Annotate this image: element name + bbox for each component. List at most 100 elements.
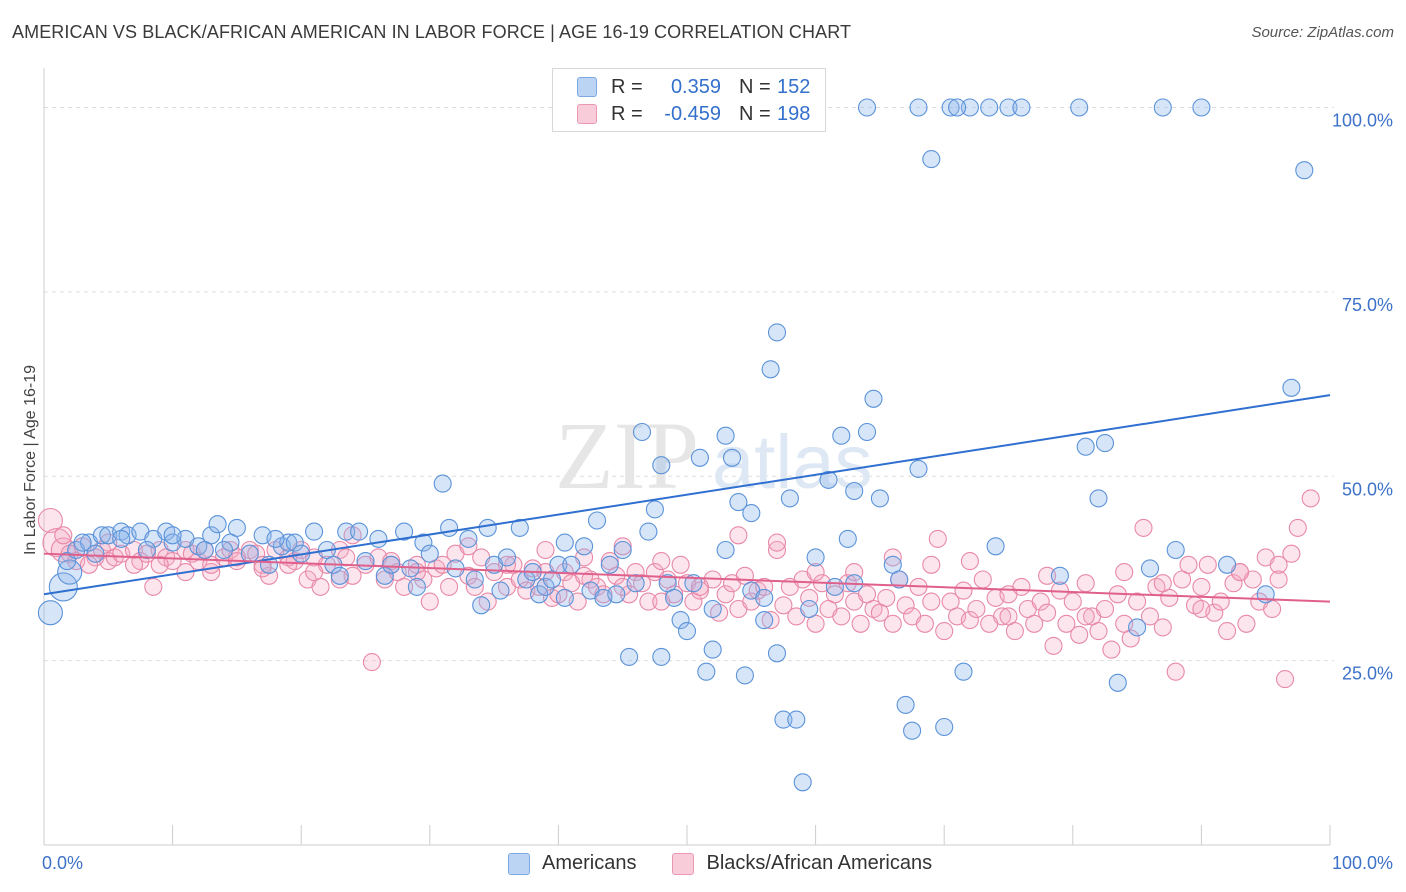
data-point bbox=[928, 529, 947, 548]
data-point bbox=[729, 526, 748, 545]
data-point bbox=[607, 585, 626, 604]
data-point bbox=[761, 611, 780, 630]
data-point bbox=[305, 563, 324, 582]
data-point bbox=[755, 588, 774, 607]
data-point bbox=[780, 489, 799, 508]
data-point bbox=[1153, 618, 1172, 637]
source-label: Source: ZipAtlas.com bbox=[1251, 24, 1394, 41]
data-point bbox=[787, 710, 806, 729]
data-point bbox=[1038, 603, 1057, 622]
y-tick-label: 25.0% bbox=[1342, 664, 1393, 684]
data-point bbox=[857, 422, 877, 442]
data-point bbox=[986, 537, 1005, 556]
data-point bbox=[645, 500, 664, 519]
data-point bbox=[1153, 98, 1172, 117]
data-point bbox=[510, 518, 529, 537]
legend-n-label: N = bbox=[739, 102, 771, 125]
data-point bbox=[1288, 518, 1307, 537]
data-point bbox=[42, 528, 72, 558]
data-point bbox=[555, 533, 574, 552]
data-point bbox=[832, 426, 851, 445]
data-point bbox=[530, 585, 549, 604]
data-point bbox=[890, 570, 909, 589]
data-point bbox=[767, 533, 787, 552]
data-point bbox=[414, 533, 433, 552]
data-point bbox=[1070, 98, 1089, 117]
data-point bbox=[993, 607, 1012, 626]
data-point bbox=[870, 489, 889, 508]
data-point bbox=[575, 537, 594, 556]
data-point bbox=[825, 585, 844, 604]
data-point bbox=[632, 574, 652, 593]
data-point bbox=[356, 552, 375, 571]
data-point bbox=[652, 647, 671, 666]
data-point bbox=[1063, 592, 1082, 611]
data-point bbox=[954, 581, 973, 600]
data-point bbox=[896, 596, 915, 615]
data-point bbox=[1192, 98, 1211, 117]
data-point bbox=[665, 588, 684, 607]
data-point bbox=[960, 611, 979, 630]
x-tick-label-min: 0.0% bbox=[42, 853, 83, 873]
chart-title: AMERICAN VS BLACK/AFRICAN AMERICAN IN LA… bbox=[12, 22, 852, 42]
data-point bbox=[690, 448, 709, 467]
data-point bbox=[1140, 607, 1160, 626]
data-point bbox=[1198, 555, 1217, 574]
legend-item-americans[interactable]: Americans bbox=[508, 852, 636, 875]
legend-swatch-americans bbox=[508, 852, 530, 875]
data-point bbox=[806, 548, 825, 567]
data-point bbox=[896, 695, 915, 714]
data-point bbox=[465, 570, 484, 589]
data-point bbox=[825, 577, 844, 596]
series-americans-points bbox=[37, 98, 1314, 792]
data-point bbox=[909, 459, 928, 478]
data-point bbox=[793, 773, 812, 792]
data-point bbox=[92, 526, 111, 545]
data-point bbox=[935, 717, 954, 737]
data-point bbox=[497, 555, 517, 574]
data-point bbox=[144, 577, 163, 596]
y-tick-label: 100.0% bbox=[1332, 111, 1393, 131]
data-point bbox=[903, 721, 922, 740]
data-point bbox=[1089, 489, 1108, 508]
data-point bbox=[240, 544, 259, 563]
y-tick-label: 50.0% bbox=[1342, 479, 1393, 499]
data-point bbox=[1076, 574, 1095, 593]
data-point bbox=[999, 607, 1018, 626]
data-point bbox=[337, 522, 356, 541]
data-point bbox=[716, 540, 735, 560]
watermark-zip: ZIP bbox=[555, 402, 699, 509]
data-point bbox=[1269, 555, 1288, 574]
data-point bbox=[716, 585, 735, 604]
data-point bbox=[382, 555, 401, 574]
data-point bbox=[671, 611, 690, 630]
legend-n-value: 198 bbox=[777, 102, 811, 125]
data-point bbox=[350, 522, 369, 541]
data-point bbox=[1128, 618, 1147, 637]
data-point bbox=[124, 555, 144, 574]
data-point bbox=[838, 529, 857, 548]
data-point bbox=[671, 555, 690, 574]
data-point bbox=[1044, 636, 1063, 655]
data-point bbox=[800, 599, 819, 619]
y-tick-label: 75.0% bbox=[1342, 295, 1393, 315]
data-point bbox=[1070, 625, 1089, 644]
data-point bbox=[742, 504, 761, 523]
legend-item-blacks[interactable]: Blacks/African Americans bbox=[672, 852, 932, 875]
data-point bbox=[1192, 577, 1211, 596]
data-point bbox=[1218, 555, 1237, 574]
axis-labels: 25.0% 50.0% 75.0% 100.0% 0.0% 100.0% In Labor … bbox=[22, 111, 1393, 874]
data-point bbox=[697, 662, 716, 681]
y-axis-title: In Labor Force | Age 16-19 bbox=[22, 365, 39, 555]
data-point bbox=[330, 566, 349, 585]
data-point bbox=[1224, 574, 1243, 593]
data-point bbox=[652, 552, 671, 571]
series-legend: Americans Blacks/African Americans bbox=[508, 852, 968, 875]
data-point bbox=[620, 585, 639, 604]
series-blacks-points bbox=[37, 489, 1320, 689]
data-point bbox=[1166, 662, 1185, 681]
data-point bbox=[967, 599, 986, 619]
data-point bbox=[1050, 566, 1069, 585]
data-point bbox=[819, 470, 838, 489]
data-point bbox=[37, 600, 63, 626]
